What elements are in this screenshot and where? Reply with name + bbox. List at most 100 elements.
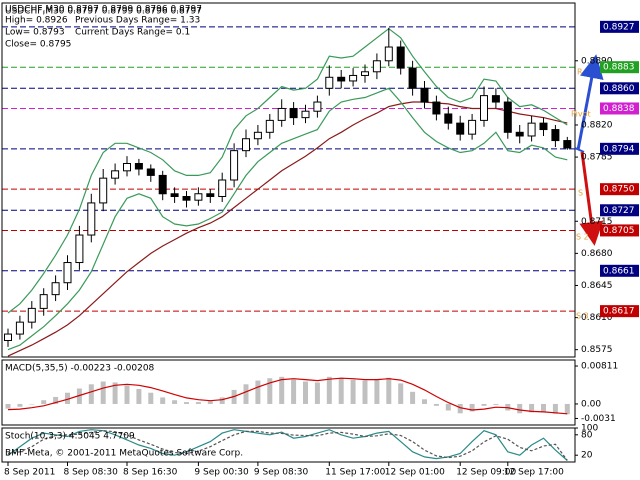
candle-body	[456, 122, 465, 135]
macd-bar	[541, 403, 546, 413]
macd-bar	[172, 400, 178, 404]
copyright: BMF-Meta, © 2001-2011 MetaQuotes Softwar…	[5, 449, 243, 459]
x-tick-label: 12 Sep 09:00	[456, 468, 516, 478]
macd-bar	[160, 397, 166, 404]
macd-bar	[445, 403, 451, 411]
macd-bar	[5, 403, 11, 409]
macd-bar	[398, 383, 404, 404]
candle-body	[218, 179, 227, 198]
candle-body	[384, 46, 393, 62]
macd-bar	[112, 382, 118, 404]
candle-body	[99, 177, 108, 204]
level-label: 0.8838	[603, 104, 635, 114]
macd-bar	[65, 392, 70, 404]
candle-body	[123, 162, 131, 172]
candle-body	[15, 321, 24, 335]
macd-bar	[88, 384, 94, 404]
macd-bar	[136, 388, 142, 404]
macd-bar	[326, 376, 332, 404]
candle-body	[277, 107, 286, 121]
pivot-label: R	[577, 68, 583, 77]
candle-body	[515, 131, 524, 137]
info-text: Current Days Range= 0.1	[75, 28, 190, 38]
info-text: Previous Days Range= 1.33	[75, 16, 200, 26]
macd-bar	[552, 403, 558, 414]
macd-bar	[195, 402, 201, 404]
candle-body	[349, 74, 358, 82]
y-tick-label: -0.0031	[581, 414, 616, 424]
level-label: 0.8794	[603, 144, 635, 154]
level-box	[600, 224, 639, 237]
pivot-label: S 3	[576, 312, 589, 321]
panel-title: Stoch(10,3,3) 4.5045 4.7709	[5, 432, 135, 442]
macd-bar	[529, 403, 535, 413]
main-panel	[1, 2, 576, 358]
candle-body	[63, 262, 72, 284]
indicator-line	[7, 87, 568, 351]
candle-body	[551, 129, 560, 142]
macd-bar	[279, 376, 285, 404]
candle-body	[230, 150, 239, 181]
macd-bar	[350, 379, 356, 404]
candle-body	[539, 122, 548, 131]
candle-body	[444, 113, 453, 124]
info-text: Close= 0.8795	[5, 40, 71, 50]
macd-bar	[338, 377, 344, 404]
candle-body	[111, 170, 120, 179]
up-arrow	[576, 54, 604, 151]
candle-body	[301, 110, 310, 119]
macd-bar	[433, 403, 439, 406]
x-tick-label: 11 Sep 17:00	[325, 468, 385, 478]
panel-title: USDCHF,M30 0.8797 0.8799 0.8796 0.8797	[5, 7, 202, 17]
info-text: High= 0.8926	[5, 16, 68, 26]
x-tick-label: 12 Sep 17:00	[504, 468, 564, 478]
y-tick-label: 0.8680	[581, 249, 613, 259]
macd-bar	[17, 403, 23, 407]
macd-bar	[255, 380, 261, 404]
macd-bar	[457, 403, 463, 414]
indicator-line	[7, 101, 568, 357]
level-label: 0.8727	[603, 206, 635, 216]
symbol-title: USDCHF,M30 0.8797 0.8799 0.8796 0.8797	[5, 5, 202, 15]
short-arrow	[574, 147, 585, 153]
macd-bar	[386, 377, 392, 404]
level-label: 0.8617	[603, 307, 635, 317]
candle-body	[4, 333, 12, 341]
candle-body	[325, 76, 334, 89]
macd-bar	[362, 380, 368, 404]
candle-body	[27, 307, 36, 323]
macd-bar	[469, 403, 475, 412]
y-tick-label: 0.8610	[581, 313, 613, 323]
plot-layer	[2, 26, 575, 461]
level-box	[600, 102, 639, 115]
candle-body	[206, 193, 215, 198]
macd-bar	[493, 403, 499, 405]
macd-bar	[219, 397, 225, 404]
macd-bar	[410, 391, 416, 404]
candle-body	[372, 60, 381, 73]
candle-body	[408, 67, 417, 89]
macd-bar	[100, 381, 106, 404]
down-arrow	[579, 151, 604, 246]
level-box	[600, 204, 639, 217]
candle-body	[491, 95, 500, 103]
macd-bar	[243, 384, 249, 404]
panel-title: MACD(5,35,5) -0.00223 -0.00208	[5, 364, 155, 374]
indicator-line	[7, 377, 568, 415]
y-tick-label: 20	[581, 451, 593, 461]
candle-body	[75, 234, 84, 264]
candle-body	[468, 119, 477, 135]
macd-bar	[422, 399, 427, 404]
candle-body	[134, 162, 143, 170]
candle-body	[51, 282, 60, 296]
level-label: 0.8860	[603, 84, 635, 94]
x-tick-label: 8 Sep 08:30	[64, 468, 119, 478]
level-label: 0.8883	[603, 63, 635, 73]
macd-bar	[184, 402, 189, 404]
macd-bar	[303, 381, 308, 404]
level-label: 0.8750	[603, 185, 635, 195]
macd-bar	[76, 388, 82, 404]
macd-bar	[517, 403, 523, 414]
candle-body	[194, 193, 203, 201]
